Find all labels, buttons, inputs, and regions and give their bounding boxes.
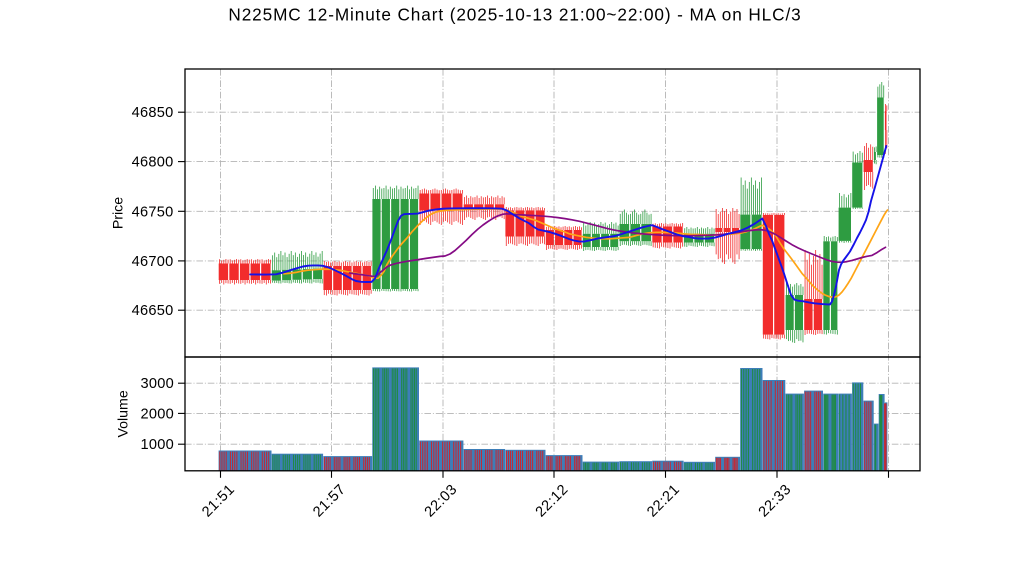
svg-text:46650: 46650 — [132, 303, 174, 319]
svg-text:46800: 46800 — [132, 155, 174, 171]
svg-text:3000: 3000 — [141, 376, 174, 392]
svg-text:Volume: Volume — [116, 390, 132, 437]
svg-text:2000: 2000 — [141, 406, 174, 422]
svg-text:46700: 46700 — [132, 254, 174, 270]
svg-text:N225MC 12-Minute Chart (2025-1: N225MC 12-Minute Chart (2025-10-13 21:00… — [228, 5, 801, 25]
svg-text:46850: 46850 — [132, 105, 174, 121]
svg-text:Price: Price — [111, 197, 127, 229]
svg-text:46750: 46750 — [132, 204, 174, 220]
svg-text:1000: 1000 — [141, 437, 174, 453]
